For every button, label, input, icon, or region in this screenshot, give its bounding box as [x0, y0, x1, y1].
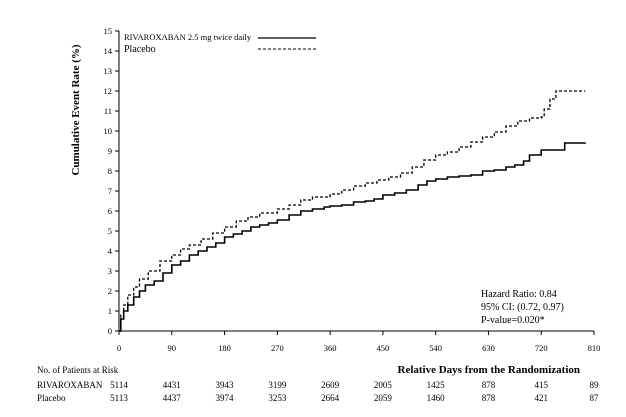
y-tick-label: 7	[108, 186, 112, 196]
hazard-ratio-text: Hazard Ratio: 0.84	[481, 289, 557, 300]
risk-value: 1460	[427, 393, 446, 403]
risk-row-label-placebo: Placebo	[37, 393, 66, 403]
y-tick-label: 4	[108, 246, 113, 256]
risk-value: 5114	[110, 380, 128, 390]
x-tick-label: 180	[218, 343, 231, 353]
x-tick-label: 360	[324, 343, 337, 353]
risk-value: 2609	[321, 380, 340, 390]
y-tick-label: 1	[108, 306, 112, 316]
x-tick-label: 630	[482, 343, 495, 353]
y-tick-label: 2	[108, 286, 112, 296]
legend-label-rivaroxaban: RIVAROXABAN 2.5 mg twice daily	[124, 32, 252, 42]
risk-value: 421	[534, 393, 548, 403]
x-tick-label: 450	[377, 343, 390, 353]
x-axis: 0 90 180 270 360 450 540 630 720 810	[117, 330, 601, 353]
risk-value: 89	[590, 380, 600, 390]
risk-table: No. of Patients at Risk RIVAROXABAN Plac…	[37, 365, 599, 403]
risk-value: 4431	[163, 380, 181, 390]
legend: RIVAROXABAN 2.5 mg twice daily Placebo	[124, 32, 316, 55]
risk-value: 2664	[321, 393, 340, 403]
p-value-text: P-value=0.020*	[481, 315, 545, 326]
risk-value: 5113	[110, 393, 128, 403]
x-tick-label: 270	[271, 343, 284, 353]
y-tick-label: 3	[108, 266, 112, 276]
y-tick-label: 5	[108, 226, 112, 236]
risk-value: 2005	[374, 380, 393, 390]
y-tick-label: 10	[104, 126, 113, 136]
series-line-rivaroxaban	[119, 142, 586, 332]
y-tick-label: 8	[108, 166, 112, 176]
risk-table-header: No. of Patients at Risk	[37, 365, 119, 375]
x-tick-label: 720	[535, 343, 548, 353]
x-tick-label: 810	[588, 343, 601, 353]
risk-value: 3943	[216, 380, 235, 390]
x-tick-label: 0	[117, 343, 121, 353]
y-tick-label: 13	[104, 66, 113, 76]
y-tick-label: 0	[108, 326, 112, 336]
x-axis-title: Relative Days from the Randomization	[398, 364, 581, 376]
series-layer	[119, 90, 586, 332]
y-tick-label: 15	[104, 26, 113, 36]
risk-value: 2059	[374, 393, 393, 403]
x-tick-label: 540	[429, 343, 442, 353]
legend-label-placebo: Placebo	[124, 44, 156, 55]
y-tick-label: 11	[104, 106, 112, 116]
risk-value: 878	[482, 380, 496, 390]
y-tick-label: 14	[104, 46, 113, 56]
risk-value: 4437	[163, 393, 182, 403]
risk-value: 1425	[427, 380, 446, 390]
risk-value: 878	[482, 393, 496, 403]
y-axis-title: Cumulative Event Rate (%)	[70, 44, 82, 175]
risk-value: 87	[590, 393, 600, 403]
y-tick-label: 9	[108, 146, 112, 156]
risk-value: 3974	[216, 393, 235, 403]
risk-values: 5114 4431 3943 3199 2609 2005 1425 878 415 89 5113…	[110, 380, 599, 403]
y-tick-label: 6	[108, 206, 112, 216]
y-tick-label: 12	[104, 86, 113, 96]
risk-row-label-rivaroxaban: RIVAROXABAN	[37, 380, 103, 390]
x-tick-label: 90	[168, 343, 177, 353]
risk-value: 415	[534, 380, 548, 390]
stats-box: Hazard Ratio: 0.84 95% CI: (0.72, 0.97) …	[481, 289, 564, 326]
risk-value: 3199	[268, 380, 287, 390]
confidence-interval-text: 95% CI: (0.72, 0.97)	[481, 302, 564, 313]
risk-value: 3253	[268, 393, 287, 403]
